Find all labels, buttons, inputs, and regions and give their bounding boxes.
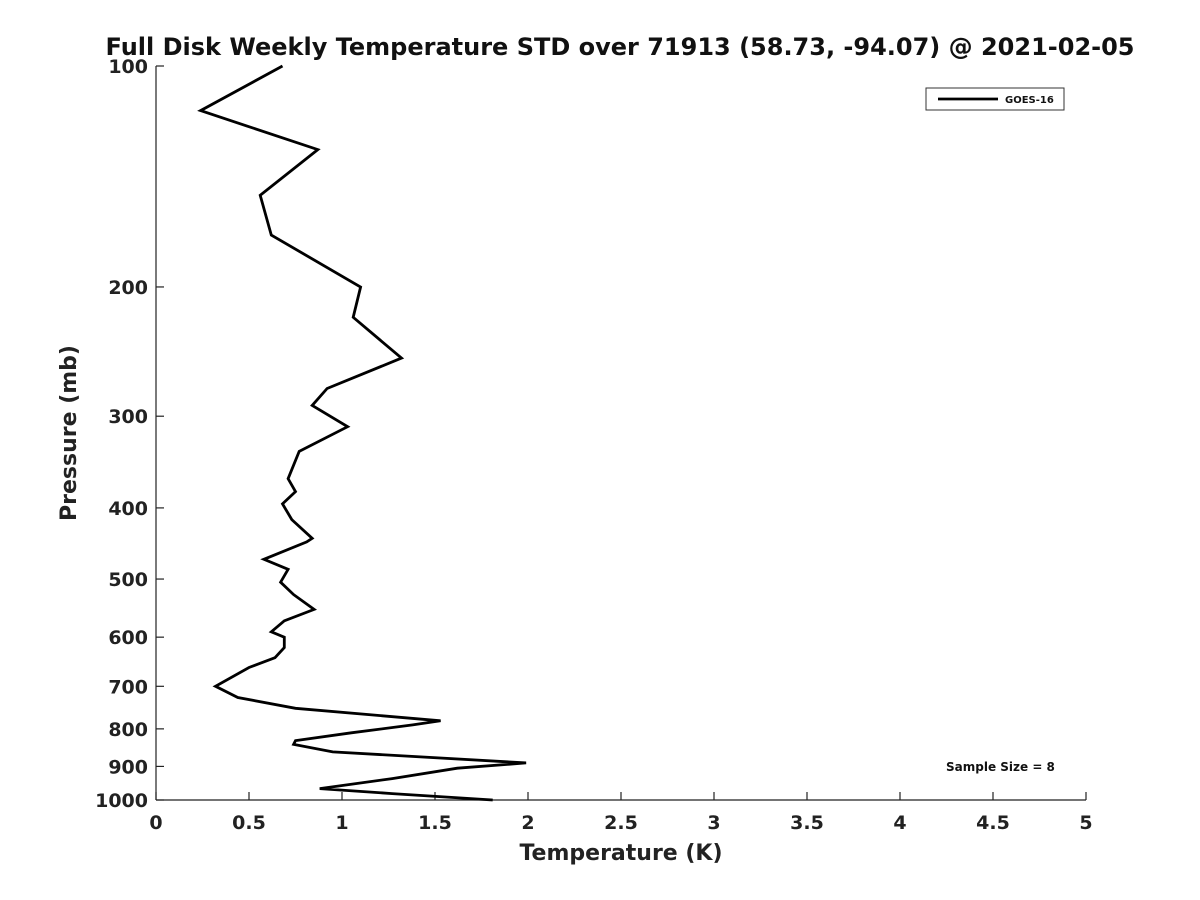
y-axis-label: Pressure (mb) — [57, 345, 82, 521]
y-tick-label-6: 700 — [108, 676, 148, 698]
x-tick-label-9: 4.5 — [976, 812, 1010, 834]
x-tick-label-8: 4 — [893, 812, 906, 834]
x-tick-label-5: 2.5 — [604, 812, 638, 834]
x-axis-ticks: 0 0.5 1 1.5 2 2.5 3 3.5 4 4.5 5 — [149, 792, 1093, 834]
sample-size-annotation: Sample Size = 8 — [946, 760, 1055, 774]
x-tick-label-3: 1.5 — [418, 812, 452, 834]
y-tick-label-1: 200 — [108, 277, 148, 299]
y-tick-label-4: 500 — [108, 569, 148, 591]
y-tick-label-0: 100 — [108, 56, 148, 78]
x-tick-label-4: 2 — [521, 812, 534, 834]
x-tick-label-2: 1 — [335, 812, 348, 834]
legend: GOES-16 — [925, 87, 1065, 111]
y-tick-label-5: 600 — [108, 627, 148, 649]
y-tick-label-9: 1000 — [95, 790, 148, 812]
x-tick-label-10: 5 — [1079, 812, 1092, 834]
y-tick-label-8: 900 — [108, 756, 148, 778]
legend-label-goes-16: GOES-16 — [1005, 95, 1054, 106]
x-tick-label-1: 0.5 — [232, 812, 266, 834]
y-axis-ticks: 100 200 300 400 500 600 700 800 900 1000 — [95, 56, 164, 812]
plot-area — [156, 66, 1086, 800]
x-axis-label: Temperature (K) — [519, 841, 722, 866]
chart-title: Full Disk Weekly Temperature STD over 71… — [106, 33, 1135, 61]
x-tick-label-7: 3.5 — [790, 812, 824, 834]
x-tick-label-0: 0 — [149, 812, 162, 834]
y-tick-label-2: 300 — [108, 406, 148, 428]
series-line-goes-16 — [197, 64, 527, 802]
y-tick-label-7: 800 — [108, 719, 148, 741]
y-tick-label-3: 400 — [108, 498, 148, 520]
x-tick-label-6: 3 — [707, 812, 720, 834]
